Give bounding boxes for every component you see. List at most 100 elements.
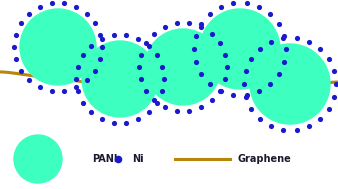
Point [198,105,204,108]
Point [75,90,80,93]
Point [99,37,104,40]
Circle shape [145,29,221,105]
Point [191,47,197,50]
Point [244,2,249,5]
Point [138,53,144,56]
Point [73,77,79,81]
Point [136,65,142,68]
Point [307,41,312,44]
Point [218,6,224,9]
Text: PANI: PANI [92,154,117,164]
Point [26,12,32,15]
Point [37,85,43,88]
Point [281,128,286,131]
Point [222,53,228,56]
Point [198,26,204,29]
Point [217,89,223,92]
Point [267,13,273,16]
Point [146,111,151,114]
Point [74,85,79,88]
Point [151,32,157,35]
Point [18,69,24,72]
Point [193,35,198,38]
Point [13,33,19,36]
Point [174,109,179,112]
Point [136,37,141,40]
Circle shape [82,41,158,117]
Point [268,41,273,44]
Point [317,48,323,51]
Point [231,93,236,96]
Point [187,109,192,112]
Point [257,48,263,51]
Point [162,26,167,29]
Point [111,34,117,37]
Point [241,82,247,85]
Point [326,107,331,110]
Point [244,93,249,96]
Point [98,58,103,61]
Point [332,70,337,73]
Point [18,22,24,25]
Point [207,13,213,16]
Point [209,99,215,102]
Point [257,6,262,9]
Point [111,121,117,124]
Point [115,157,121,160]
Point [281,37,286,40]
Point [207,82,213,85]
Point [307,124,312,127]
Text: Ni: Ni [132,154,144,164]
Point [124,121,129,124]
Point [282,60,287,64]
Point [89,111,94,114]
Point [248,107,254,110]
Point [13,58,19,61]
Point [154,54,160,57]
Point [294,128,299,131]
Point [209,32,215,35]
Point [193,60,198,64]
Point [326,58,331,61]
Point [248,58,254,61]
Text: Graphene: Graphene [238,154,292,164]
Point [74,5,79,9]
Point [283,47,289,50]
Point [224,65,230,68]
Point [332,95,337,98]
Point [217,42,223,45]
Point [276,23,282,26]
Point [257,89,262,92]
Point [243,95,248,98]
Point [187,22,192,25]
Point [151,99,157,102]
Point [333,82,338,85]
Circle shape [20,9,96,85]
Point [11,46,17,49]
Circle shape [250,44,330,124]
Circle shape [200,9,280,89]
Point [199,72,204,75]
Circle shape [14,135,62,183]
Point [146,44,151,47]
Point [62,89,67,92]
Point [99,118,104,121]
Point [84,12,90,15]
Point [282,35,287,38]
Point [222,78,228,81]
Point [161,77,167,81]
Point [80,54,86,57]
Point [160,65,165,68]
Point [317,117,323,120]
Point [174,22,179,25]
Point [80,101,86,104]
Point [160,90,165,93]
Point [62,2,67,5]
Point [37,5,43,9]
Point [243,70,248,73]
Point [276,72,282,75]
Point [49,2,54,5]
Point [138,78,144,81]
Point [49,89,54,92]
Point [26,79,32,82]
